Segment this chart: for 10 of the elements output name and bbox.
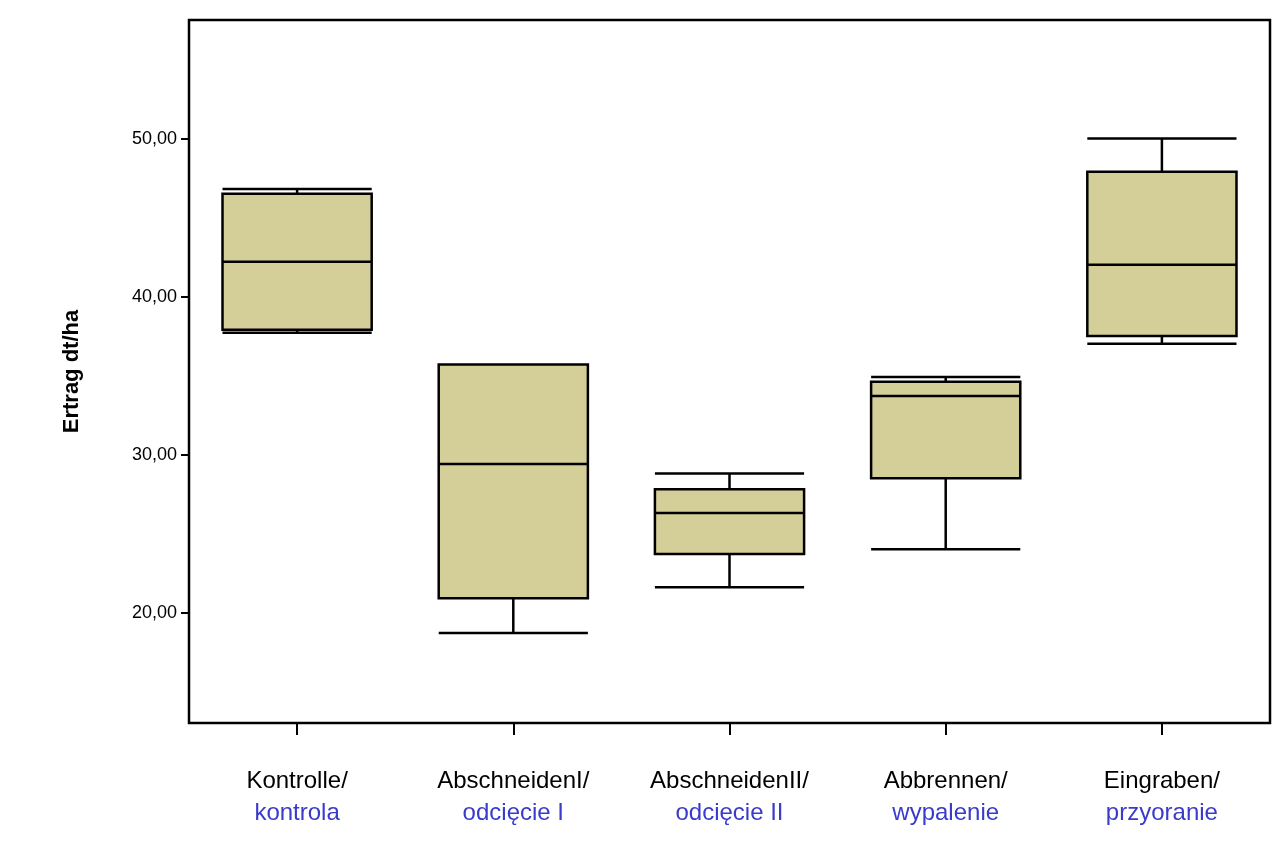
x-tick-label: AbschneidenI/ odcięcie I	[437, 765, 590, 825]
y-tick-label: 40,00	[131, 286, 177, 307]
x-tick-label: Kontrolle/ kontrola	[246, 765, 349, 825]
y-tick-label: 50,00	[131, 128, 177, 149]
y-axis-title: Ertrag dt/ha	[57, 309, 83, 434]
y-tick-label: 30,00	[131, 444, 177, 465]
x-tick-label: Abbrennen/ wypalenie	[883, 765, 1009, 825]
x-tick-label: Eingraben/ przyoranie	[1103, 765, 1221, 825]
y-tick-label: 20,00	[131, 602, 177, 623]
x-tick-label: AbschneidenII/ odcięcie II	[650, 765, 810, 825]
